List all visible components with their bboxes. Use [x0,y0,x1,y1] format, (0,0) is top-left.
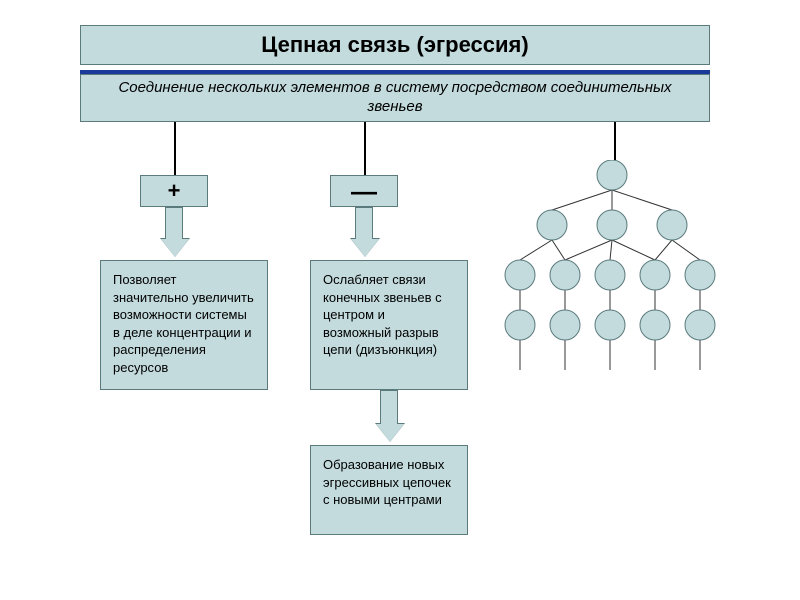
minus-pill: — [330,175,398,207]
tree-diagram [500,160,740,400]
subtitle-box: Соединение нескольких элементов в систем… [80,74,710,122]
subtitle-text: Соединение нескольких элементов в систем… [91,79,699,117]
plus-pill: + [140,175,208,207]
arrow-plus [161,207,187,257]
arrow-bottom [376,390,402,442]
minus-text: Ослабляет связи конечных звеньев с центр… [323,272,442,357]
minus-symbol: — [351,185,377,198]
arrow-minus [351,207,377,257]
connector-left [174,122,176,175]
bottom-text-box: Образование новых эгрессивных цепочек с … [310,445,468,535]
connector-mid [364,122,366,175]
plus-symbol: + [168,178,181,204]
plus-text-box: Позволяет значительно увеличить возможно… [100,260,268,390]
minus-text-box: Ослабляет связи конечных звеньев с центр… [310,260,468,390]
title-text: Цепная связь (эгрессия) [261,32,528,58]
title-box: Цепная связь (эгрессия) [80,25,710,65]
bottom-text: Образование новых эгрессивных цепочек с … [323,457,451,507]
plus-text: Позволяет значительно увеличить возможно… [113,272,254,375]
